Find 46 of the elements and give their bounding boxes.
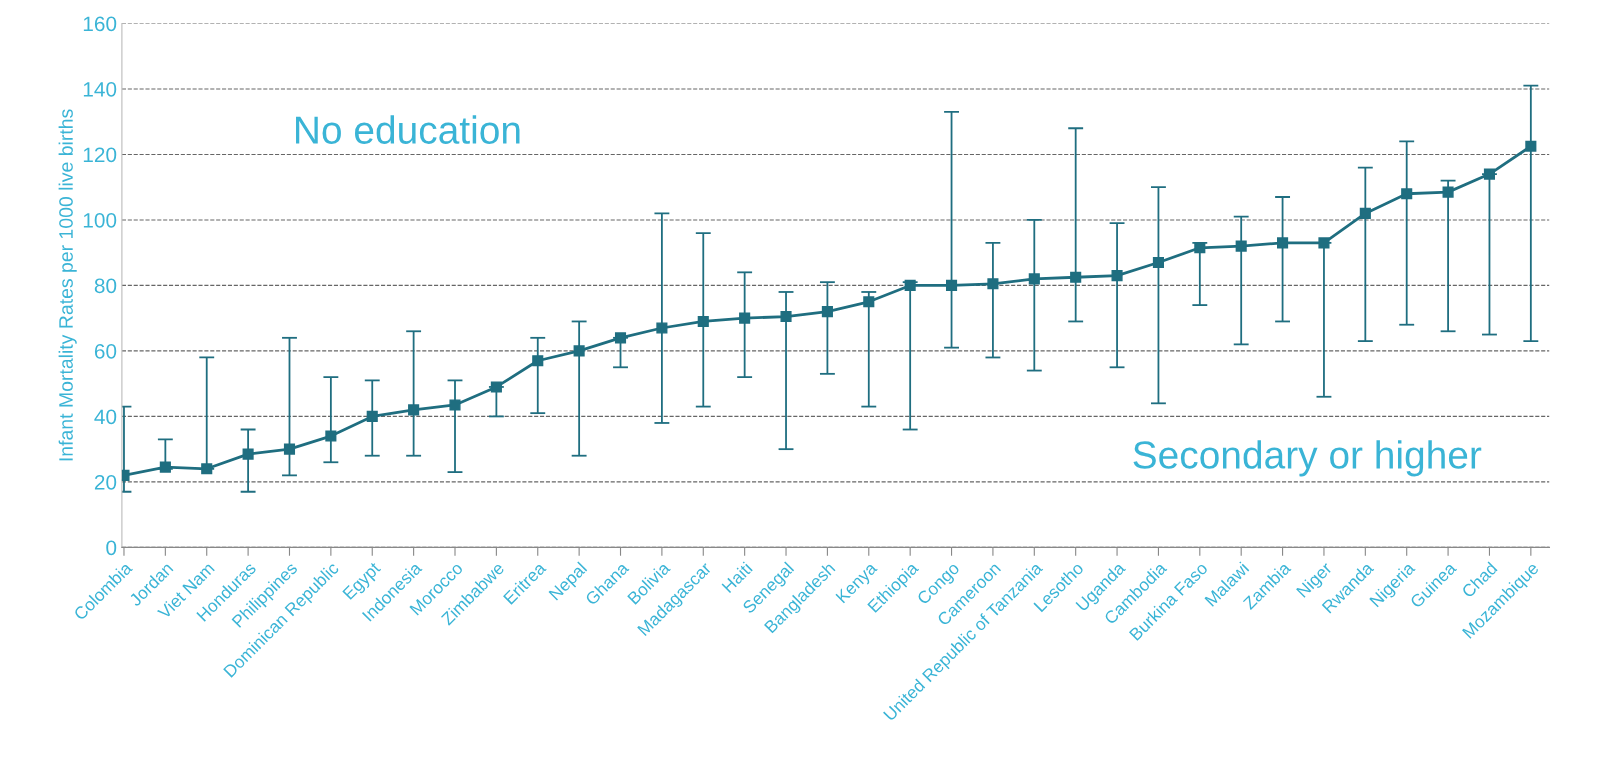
point	[987, 278, 999, 290]
point	[1359, 207, 1371, 219]
y-tick-label: 20	[94, 474, 117, 490]
point	[408, 404, 420, 416]
point	[159, 461, 171, 473]
point	[1111, 270, 1123, 282]
annotation: Secondary or higher	[1133, 440, 1482, 477]
y-tick-label: 60	[94, 343, 117, 359]
point	[532, 355, 544, 367]
y-tick-label: 80	[94, 278, 117, 294]
point	[1525, 140, 1537, 152]
point	[614, 332, 627, 344]
point	[1442, 186, 1454, 198]
point	[201, 463, 213, 475]
annotation: No education	[296, 115, 520, 144]
y-tick-label: 140	[83, 81, 117, 97]
point	[1401, 188, 1413, 200]
point	[739, 312, 751, 324]
point	[1483, 168, 1496, 180]
y-tick-label: 160	[83, 16, 117, 32]
point	[1194, 242, 1206, 254]
point	[490, 381, 502, 393]
y-tick-label: 0	[106, 540, 117, 556]
point	[821, 306, 833, 318]
point	[283, 443, 296, 455]
y-tick-label: 120	[83, 147, 117, 163]
point	[863, 296, 875, 308]
point	[573, 345, 585, 357]
point	[366, 410, 378, 422]
y-tick-label: 100	[83, 212, 117, 228]
point	[656, 322, 668, 334]
point	[1277, 237, 1289, 249]
point	[1235, 240, 1247, 252]
y-axis-title: Infant Mortality Rates per 1000 live births	[58, 109, 77, 461]
point	[1070, 271, 1082, 283]
point	[697, 315, 709, 328]
point	[325, 430, 337, 442]
point	[904, 279, 916, 291]
point	[780, 310, 792, 323]
y-tick-label: 40	[94, 409, 117, 425]
point	[449, 399, 461, 411]
point	[1152, 256, 1164, 269]
point	[945, 279, 958, 291]
point	[1318, 237, 1330, 249]
point	[1028, 273, 1040, 285]
point	[242, 448, 254, 460]
